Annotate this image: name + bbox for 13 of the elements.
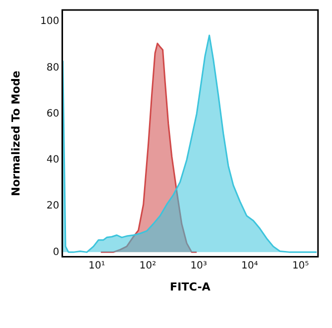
y-tick-label: 40	[46, 154, 60, 166]
x-tick-label: 10⁴	[241, 260, 258, 272]
x-tick-label: 10⁵	[292, 260, 309, 272]
y-tick-label: 80	[46, 62, 60, 74]
x-tick-label: 10²	[139, 260, 156, 272]
y-tick-label: 60	[46, 108, 60, 120]
y-tick-label: 0	[52, 246, 60, 258]
y-tick-label: 20	[46, 200, 60, 212]
y-axis-title: Normalized To Mode	[9, 70, 22, 196]
x-tick-label: 10¹	[88, 260, 106, 272]
x-axis-title: FITC-A	[170, 280, 211, 294]
y-tick-label: 100	[40, 16, 60, 28]
x-tick-label: 10³	[190, 260, 208, 272]
